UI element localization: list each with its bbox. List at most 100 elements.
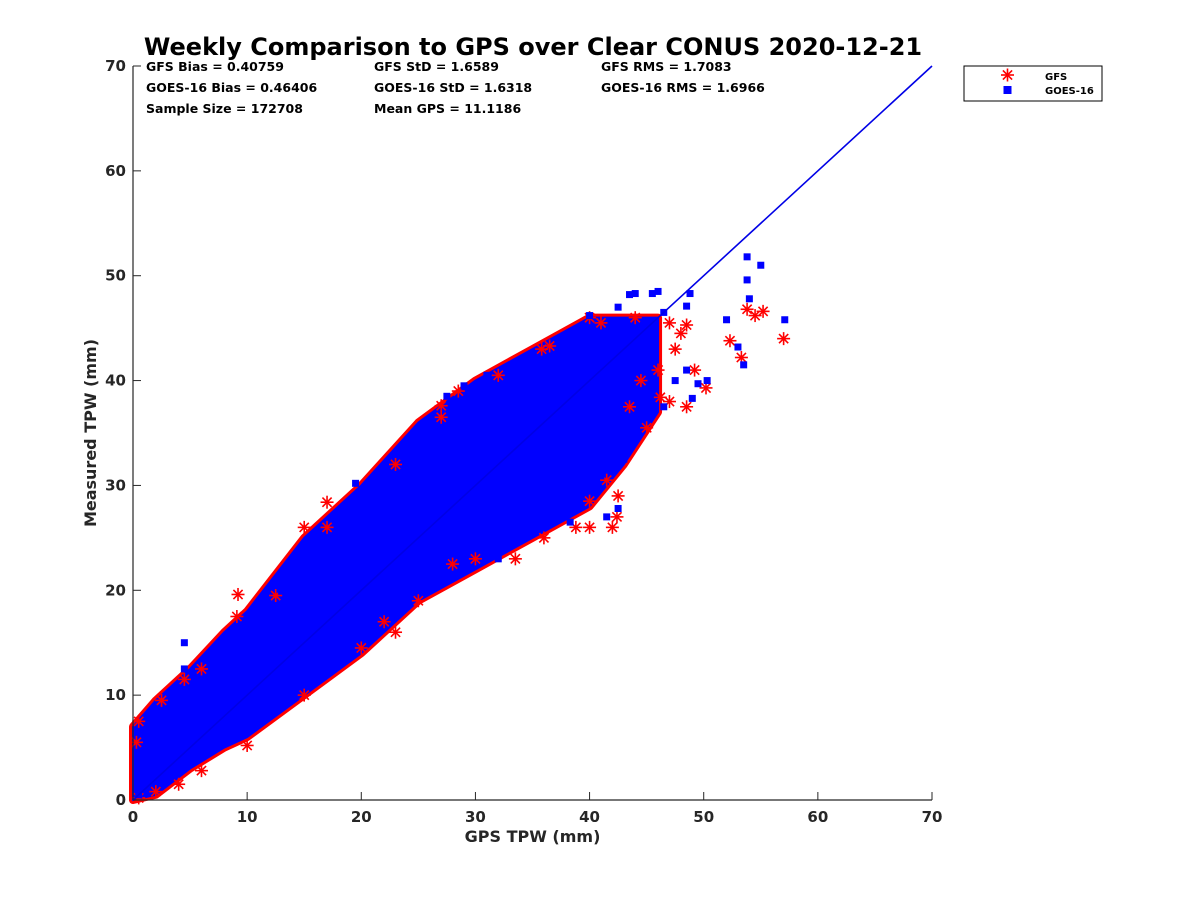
gfs-point	[634, 374, 648, 388]
y-axis-label: Measured TPW (mm)	[81, 339, 100, 527]
goes16-point	[740, 361, 748, 369]
goes16-point	[671, 377, 679, 385]
legend-goes16-label: GOES-16	[1045, 86, 1094, 97]
gfs-series	[129, 302, 791, 805]
gfs-point	[734, 351, 748, 365]
gfs-point	[172, 777, 186, 791]
goes16-point	[409, 448, 417, 456]
gfs-point	[297, 520, 311, 534]
gfs-point	[508, 552, 522, 566]
x-tick-label: 30	[465, 808, 486, 826]
x-tick-label: 10	[237, 808, 258, 826]
y-tick-label: 30	[105, 476, 126, 494]
gfs-point	[651, 363, 665, 377]
goes16-point	[317, 550, 325, 558]
goes16-point	[743, 253, 751, 261]
goes16-point	[180, 639, 188, 647]
gfs-point	[194, 662, 208, 676]
gfs-point	[132, 714, 146, 728]
gfs-point	[623, 400, 637, 414]
goes16-point	[648, 290, 656, 298]
stat-text: GOES-16 Bias = 0.46406	[146, 80, 317, 95]
goes16-point	[566, 518, 574, 526]
chart-title: Weekly Comparison to GPS over Clear CONU…	[144, 33, 922, 61]
goes16-point	[603, 513, 611, 521]
goes16-point	[586, 312, 594, 320]
gfs-point	[594, 316, 608, 330]
goes16-point	[608, 429, 616, 437]
x-tick-label: 0	[128, 808, 138, 826]
legend-gfs-marker	[1001, 68, 1014, 82]
x-tick-label: 20	[351, 808, 372, 826]
legend-box	[963, 65, 1103, 102]
goes16-point	[352, 479, 360, 487]
legend: GFS GOES-16	[963, 65, 1103, 102]
gfs-point	[674, 326, 688, 340]
stat-text: Sample Size = 172708	[146, 101, 303, 116]
legend-goes16-square-icon	[1003, 86, 1012, 94]
gfs-point	[434, 410, 448, 424]
plot-area	[129, 65, 933, 805]
goes16-point	[614, 504, 622, 512]
gfs-point	[177, 672, 191, 686]
goes16-point	[694, 380, 702, 388]
stat-text: GFS Bias = 0.40759	[146, 59, 284, 74]
x-tick-label: 70	[922, 808, 943, 826]
gfs-point	[640, 421, 654, 435]
x-tick-label: 40	[579, 808, 600, 826]
gfs-point	[583, 494, 597, 508]
goes16-point	[645, 403, 653, 411]
gfs-point	[446, 557, 460, 571]
goes16-point	[723, 316, 731, 324]
gfs-point	[194, 764, 208, 778]
gfs-point	[240, 738, 254, 752]
goes16-point	[597, 471, 605, 479]
x-axis-label: GPS TPW (mm)	[465, 827, 601, 846]
goes16-point	[757, 261, 765, 269]
gfs-point	[389, 457, 403, 471]
gfs-point	[605, 520, 619, 534]
goes16-point	[781, 316, 789, 324]
goes16-point	[363, 497, 371, 505]
stat-text: GFS RMS = 1.7083	[601, 59, 732, 74]
goes16-point	[483, 371, 491, 379]
gfs-point	[740, 302, 754, 316]
goes16-point	[517, 523, 525, 531]
gfs-point	[723, 334, 737, 348]
goes16-point	[180, 665, 188, 673]
gfs-point	[269, 589, 283, 603]
gfs-point	[129, 735, 143, 749]
gfs-point	[537, 531, 551, 545]
goes16-point	[563, 419, 571, 427]
goes16-point	[460, 382, 468, 390]
y-tick-label: 60	[105, 162, 126, 180]
gfs-point	[543, 339, 557, 353]
gfs-point	[149, 785, 163, 799]
goes16-point	[374, 492, 382, 500]
goes16-point	[443, 392, 451, 400]
goes16-point	[683, 366, 691, 374]
gfs-point	[434, 399, 448, 413]
goes16-point	[654, 287, 662, 295]
gfs-point	[354, 641, 368, 655]
goes16-point	[626, 291, 634, 299]
gfs-point	[611, 489, 625, 503]
goes16-point	[529, 450, 536, 458]
y-tick-label: 40	[105, 372, 126, 390]
gfs-point	[297, 688, 311, 702]
goes16-point	[614, 303, 622, 311]
goes16-point	[420, 421, 428, 429]
gfs-point	[155, 693, 169, 707]
goes16-point	[580, 471, 588, 479]
stat-text: GOES-16 RMS = 1.6966	[601, 80, 765, 95]
goes16-point	[334, 544, 342, 552]
goes16-point	[734, 343, 742, 351]
stat-text: GFS StD = 1.6589	[374, 59, 499, 74]
gfs-point	[320, 520, 334, 534]
goes16-point	[745, 295, 753, 303]
stat-text: GOES-16 StD = 1.6318	[374, 80, 532, 95]
x-tick-label: 50	[693, 808, 714, 826]
goes16-point	[557, 342, 565, 350]
y-tick-label: 50	[105, 267, 126, 285]
